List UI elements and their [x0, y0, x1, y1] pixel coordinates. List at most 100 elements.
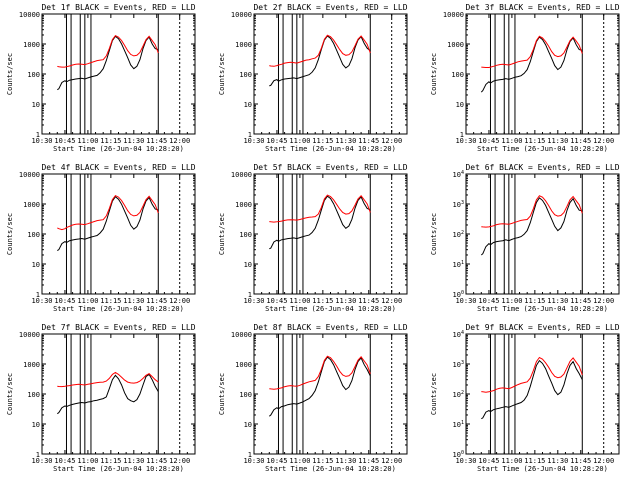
- x-tick-label: 10:30: [455, 137, 476, 145]
- y-tick-exponent: 3: [461, 360, 464, 366]
- y-tick-label: 10000: [231, 331, 252, 339]
- panel-title: Det 3f BLACK = Events, RED = LLD: [465, 3, 619, 12]
- x-axis-label: Start Time (26-Jun-04 10:28:20): [53, 145, 184, 153]
- lld-series-line: [481, 356, 583, 393]
- events-series-line: [269, 35, 371, 87]
- x-tick-label: 11:00: [77, 297, 98, 305]
- detector-panel: Det 1f BLACK = Events, RED = LLD 1 10 100 10…: [6, 3, 196, 153]
- x-tick-label: 11:45: [358, 297, 379, 305]
- x-tick-label: 10:45: [266, 297, 287, 305]
- y-tick-label: 104: [453, 170, 464, 179]
- x-tick-label: 11:45: [358, 137, 379, 145]
- y-tick-label: 1: [460, 131, 464, 139]
- y-tick-exponent: 2: [461, 390, 464, 396]
- events-series-line: [268, 356, 371, 417]
- y-tick-exponent: 1: [461, 420, 464, 426]
- x-tick-label: 11:45: [146, 457, 167, 465]
- detector-panel: Det 2f BLACK = Events, RED = LLD 1 10 100 10…: [218, 3, 408, 153]
- detector-panel: Det 9f BLACK = Events, RED = LLD10010110…: [430, 323, 620, 473]
- x-tick-label: 10:45: [478, 137, 499, 145]
- y-tick-label: 1000: [23, 201, 40, 209]
- lld-series-line: [57, 194, 159, 231]
- x-tick-label: 12:00: [593, 137, 614, 145]
- x-tick-label: 10:30: [455, 457, 476, 465]
- x-tick-label: 11:45: [570, 297, 591, 305]
- x-tick-label: 11:15: [524, 457, 545, 465]
- panel-title: Det 2f BLACK = Events, RED = LLD: [253, 3, 407, 12]
- detector-panel: Det 8f BLACK = Events, RED = LLD 1 10 100 10…: [218, 323, 408, 473]
- y-tick-label: 100: [239, 391, 252, 399]
- y-tick-label: 100: [27, 391, 40, 399]
- x-tick-label: 11:00: [501, 297, 522, 305]
- y-tick-label: 1000: [235, 361, 252, 369]
- y-tick-label: 10000: [19, 11, 40, 19]
- y-tick-label: 100: [451, 71, 464, 79]
- x-tick-label: 10:30: [243, 457, 264, 465]
- x-tick-label: 11:15: [312, 297, 333, 305]
- x-tick-label: 10:45: [478, 297, 499, 305]
- detector-panel: Det 4f BLACK = Events, RED = LLD 1 10 100 10…: [6, 163, 196, 313]
- detector-panel: Det 5f BLACK = Events, RED = LLD 1 10 100 10…: [218, 163, 408, 313]
- x-tick-label: 10:45: [54, 457, 75, 465]
- y-tick-label: 10000: [19, 331, 40, 339]
- y-tick-label: 1: [248, 291, 252, 299]
- panel-title: Det 4f BLACK = Events, RED = LLD: [41, 163, 195, 172]
- x-tick-label: 11:30: [123, 457, 144, 465]
- x-tick-label: 11:15: [312, 457, 333, 465]
- lld-series-line: [57, 371, 159, 388]
- x-tick-label: 10:45: [54, 297, 75, 305]
- detector-panel: Det 6f BLACK = Events, RED = LLD10010110…: [430, 163, 620, 313]
- y-tick-label: 1: [36, 131, 40, 139]
- x-tick-label: 12:00: [593, 297, 614, 305]
- y-tick-label: 100: [27, 231, 40, 239]
- lld-series-line: [269, 194, 371, 223]
- y-tick-exponent: 0: [461, 450, 464, 456]
- y-tick-label: 10: [32, 421, 40, 429]
- x-tick-label: 10:45: [266, 457, 287, 465]
- y-tick-label: 100: [453, 450, 464, 459]
- x-tick-label: 12:00: [381, 457, 402, 465]
- x-tick-label: 11:15: [100, 297, 121, 305]
- x-tick-label: 11:00: [289, 297, 310, 305]
- x-tick-label: 11:15: [524, 297, 545, 305]
- y-tick-label: 102: [453, 230, 464, 239]
- y-tick-label: 100: [27, 71, 40, 79]
- lld-series-line: [481, 195, 583, 228]
- y-tick-label: 10: [244, 101, 252, 109]
- x-tick-label: 10:30: [243, 137, 264, 145]
- x-tick-label: 12:00: [169, 137, 190, 145]
- x-axis-label: Start Time (26-Jun-04 10:28:20): [53, 305, 184, 313]
- y-tick-exponent: 4: [461, 330, 464, 336]
- y-tick-label: 10: [244, 261, 252, 269]
- y-axis-label: Counts/sec: [218, 213, 226, 255]
- x-tick-label: 10:45: [478, 457, 499, 465]
- x-tick-label: 11:00: [289, 137, 310, 145]
- y-axis-label: Counts/sec: [218, 373, 226, 415]
- y-tick-label: 1: [36, 451, 40, 459]
- x-tick-label: 11:45: [570, 137, 591, 145]
- x-tick-label: 10:30: [243, 297, 264, 305]
- x-tick-label: 11:45: [146, 297, 167, 305]
- x-tick-label: 11:30: [547, 297, 568, 305]
- x-axis-label: Start Time (26-Jun-04 10:28:20): [53, 465, 184, 473]
- y-tick-label: 10000: [231, 11, 252, 19]
- lld-series-line: [269, 355, 371, 390]
- events-series-line: [269, 195, 371, 250]
- panel-title: Det 1f BLACK = Events, RED = LLD: [41, 3, 195, 12]
- y-axis-label: Counts/sec: [430, 373, 438, 415]
- x-tick-label: 10:45: [266, 137, 287, 145]
- x-tick-label: 11:00: [77, 137, 98, 145]
- lld-series-line: [269, 34, 371, 67]
- x-tick-label: 11:45: [146, 137, 167, 145]
- detector-panel: Det 3f BLACK = Events, RED = LLD 1 10 100 10…: [430, 3, 620, 153]
- panel-title: Det 8f BLACK = Events, RED = LLD: [253, 323, 407, 332]
- y-tick-label: 10000: [443, 11, 464, 19]
- x-tick-label: 12:00: [169, 297, 190, 305]
- y-tick-exponent: 0: [461, 290, 464, 296]
- y-axis-label: Counts/sec: [6, 53, 14, 95]
- y-tick-label: 102: [453, 390, 464, 399]
- y-axis-label: Counts/sec: [6, 373, 14, 415]
- x-axis-label: Start Time (26-Jun-04 10:28:20): [265, 145, 396, 153]
